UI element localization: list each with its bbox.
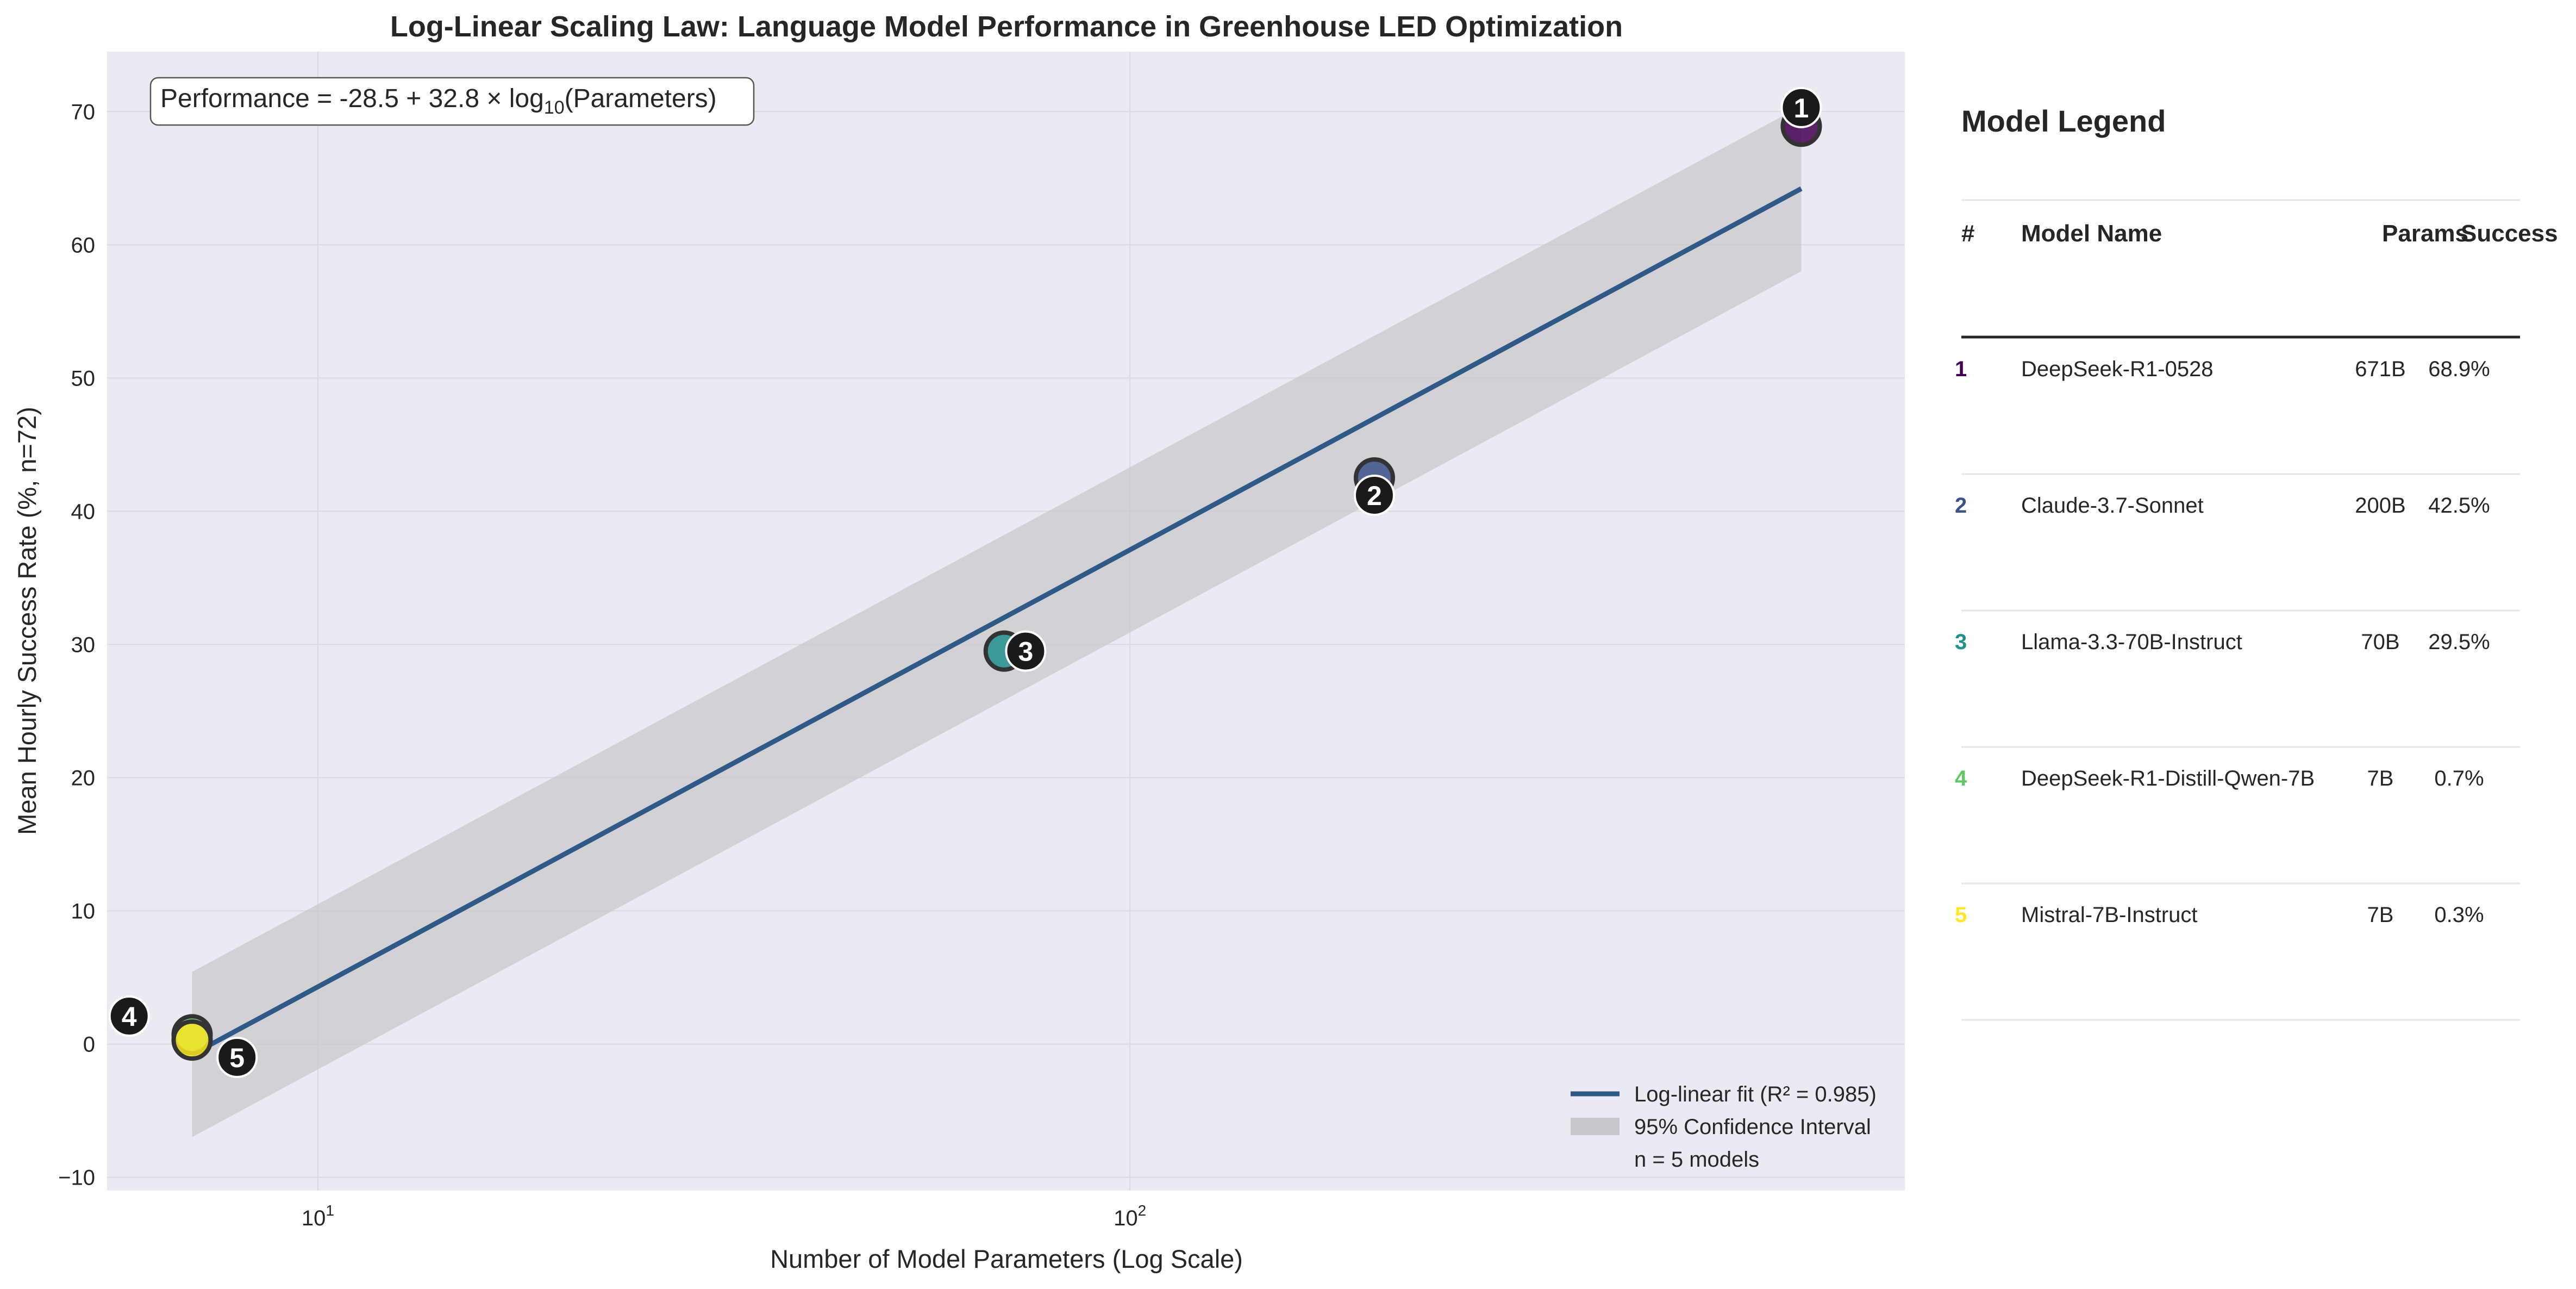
panel-header-idx: # (1961, 220, 1974, 247)
panel-row-params: 671B (2355, 357, 2405, 381)
point-number-badge (216, 1036, 258, 1078)
panel-row-idx: 4 (1955, 767, 1967, 790)
panel-row-name: Mistral-7B-Instruct (2021, 903, 2198, 927)
fit-line-layer (191, 186, 1803, 1057)
x-tick-base: 10 (302, 1206, 326, 1230)
data-points: 1 2 3 4 5 (108, 86, 1822, 1078)
model-legend-panel: Model Legend # Model Name Params Success… (1955, 104, 2558, 1021)
x-tick-exponent: 1 (326, 1202, 334, 1219)
fit-line (191, 186, 1803, 1057)
panel-row-name: Llama-3.3-70B-Instruct (2021, 630, 2242, 654)
panel-row-params: 7B (2367, 903, 2394, 927)
panel-header-params: Params (2382, 220, 2468, 247)
y-tick-label: 10 (71, 899, 96, 923)
equation-box: Performance = -28.5 + 32.8 × log10(Param… (149, 77, 755, 126)
x-tick-base: 10 (1114, 1206, 1138, 1230)
point-number-label: 5 (229, 1043, 245, 1073)
point-number-label: 1 (1794, 93, 1809, 123)
panel-title: Model Legend (1961, 104, 2166, 138)
panel-header-name: Model Name (2021, 220, 2162, 247)
point-number-badge (1780, 86, 1822, 128)
point-number-badge (108, 995, 150, 1037)
legend-band-swatch (1571, 1118, 1620, 1135)
chart-title: Log-Linear Scaling Law: Language Model P… (390, 10, 1623, 43)
panel-row-idx: 5 (1955, 903, 1967, 927)
panel-row-success: 0.3% (2434, 903, 2484, 927)
point-number-badge (1005, 630, 1047, 672)
panel-row-success: 42.5% (2428, 494, 2490, 518)
x-tick-labels: 101 102 (302, 1202, 1146, 1230)
panel-row-success: 29.5% (2428, 630, 2490, 654)
y-tick-label: −10 (58, 1166, 95, 1190)
y-axis-label: Mean Hourly Success Rate (%, n=72) (12, 407, 41, 835)
panel-header-success: Success (2461, 220, 2558, 247)
y-tick-label: 0 (83, 1032, 95, 1056)
legend-fit-label: Log-linear fit (R² = 0.985) (1634, 1082, 1877, 1106)
panel-row-params: 7B (2367, 767, 2394, 790)
point-number-badge (1353, 474, 1395, 516)
equation-box-frame (149, 77, 755, 126)
x-tick-label: 101 (302, 1202, 334, 1230)
panel-row-name: Claude-3.7-Sonnet (2021, 494, 2204, 518)
y-tick-labels: −10 0 10 20 30 40 50 60 70 (58, 100, 95, 1190)
point-number-label: 3 (1018, 637, 1033, 667)
panel-row-success: 0.7% (2434, 767, 2484, 790)
y-tick-label: 40 (71, 500, 96, 524)
y-tick-label: 20 (71, 766, 96, 790)
panel-row-name: DeepSeek-R1-Distill-Qwen-7B (2021, 767, 2315, 790)
y-tick-label: 30 (71, 633, 96, 657)
y-tick-label: 50 (71, 366, 96, 390)
x-tick-exponent: 2 (1138, 1202, 1147, 1219)
legend-count-label: n = 5 models (1634, 1148, 1759, 1172)
panel-row-idx: 3 (1955, 630, 1967, 654)
point-number-label: 2 (1367, 481, 1382, 511)
panel-row-name: DeepSeek-R1-0528 (2021, 357, 2214, 381)
equation-prefix: Performance = -28.5 + 32.8 × log (160, 84, 544, 113)
equation-suffix: (Parameters) (565, 84, 717, 113)
data-point (171, 1019, 213, 1061)
y-tick-label: 70 (71, 100, 96, 124)
y-tick-label: 60 (71, 233, 96, 257)
legend-band-label: 95% Confidence Interval (1634, 1115, 1871, 1139)
panel-row-idx: 2 (1955, 494, 1967, 518)
point-number-label: 4 (122, 1001, 137, 1032)
panel-rows: 1 DeepSeek-R1-0528 671B 68.9% 2 Claude-3.7-So… (1955, 357, 2520, 1021)
panel-row-success: 68.9% (2428, 357, 2490, 381)
x-tick-label: 102 (1114, 1202, 1146, 1230)
chart-legend: Log-linear fit (R² = 0.985) 95% Confiden… (1571, 1082, 1877, 1172)
panel-row-params: 70B (2361, 630, 2399, 654)
x-axis-label: Number of Model Parameters (Log Scale) (770, 1244, 1243, 1273)
panel-row-params: 200B (2355, 494, 2405, 518)
panel-row-idx: 1 (1955, 357, 1967, 381)
equation-text: Performance = -28.5 + 32.8 × log10(Param… (160, 84, 717, 118)
equation-subscript: 10 (544, 97, 565, 118)
